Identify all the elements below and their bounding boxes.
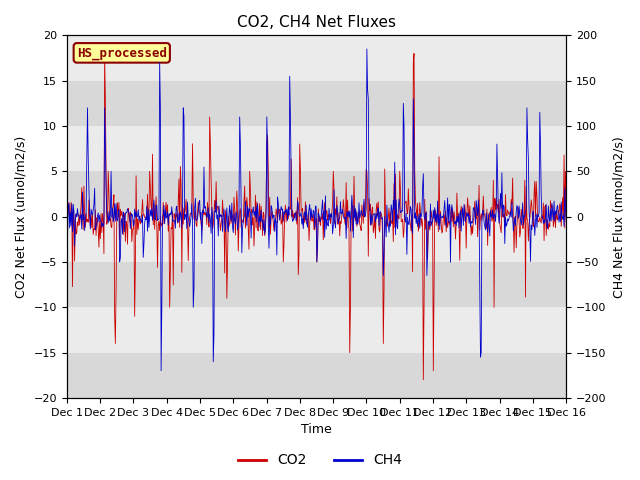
Bar: [67, 353, 566, 398]
Text: HS_processed: HS_processed: [77, 46, 167, 60]
Title: CO2, CH4 Net Fluxes: CO2, CH4 Net Fluxes: [237, 15, 396, 30]
Y-axis label: CH4 Net Flux (nmol/m2/s): CH4 Net Flux (nmol/m2/s): [612, 136, 625, 298]
Legend: CO2, CH4: CO2, CH4: [232, 448, 408, 473]
Bar: [67, 262, 566, 307]
Y-axis label: CO2 Net Flux (umol/m2/s): CO2 Net Flux (umol/m2/s): [15, 135, 28, 298]
X-axis label: Time: Time: [301, 423, 332, 436]
Bar: [67, 81, 566, 126]
Bar: [67, 171, 566, 216]
